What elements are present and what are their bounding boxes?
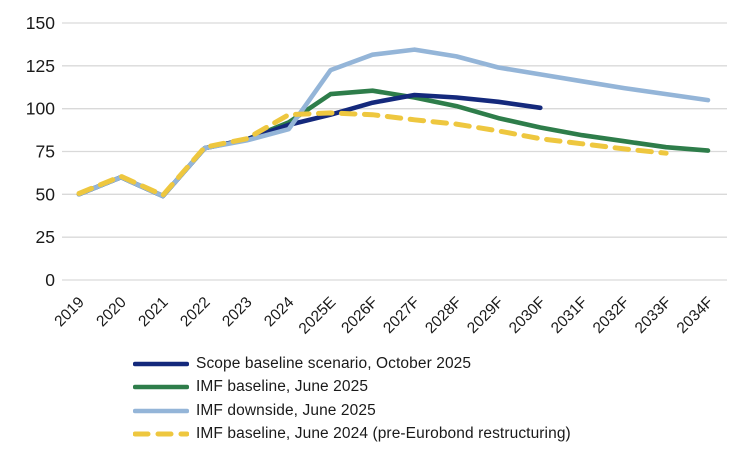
y-axis-tick-label: 150 [26,13,55,33]
legend-swatch-icon [133,384,189,390]
x-axis-tick-label: 2031F [548,294,591,337]
x-axis-tick-label: 2023 [219,294,255,330]
series-line-3 [76,110,669,198]
x-axis-tick-label: 2024 [261,294,298,331]
y-axis-tick-label: 125 [26,56,55,76]
legend-label: IMF baseline, June 2024 (pre-Eurobond re… [196,425,571,443]
x-axis-tick-label: 2021 [135,294,171,330]
legend-item-3: IMF baseline, June 2024 (pre-Eurobond re… [133,424,571,446]
x-axis-tick-label: 2019 [51,294,87,330]
legend-label: IMF downside, June 2025 [196,401,376,419]
chart-legend: Scope baseline scenario, October 2025 IMF… [133,353,571,445]
y-axis-tick-label: 100 [26,99,55,119]
x-axis-tick-label: 2020 [93,294,130,331]
legend-swatch-icon [133,361,189,367]
x-axis-tick-label: 2030F [506,294,549,337]
x-axis-tick-label: 2022 [177,294,213,330]
x-axis-tick-label: 2028F [422,294,465,337]
legend-swatch-icon [133,408,189,414]
legend-item-2: IMF downside, June 2025 [133,400,571,422]
y-axis-tick-label: 25 [36,227,55,247]
x-axis-tick-label: 2027F [380,294,423,337]
legend-item-1: IMF baseline, June 2025 [133,377,571,399]
x-axis-tick-label: 2033F [632,294,675,337]
x-axis-tick-label: 2026F [338,294,381,337]
legend-label: Scope baseline scenario, October 2025 [196,354,472,372]
x-axis-tick-label: 2034F [674,294,717,337]
x-axis-tick-label: 2025E [296,294,340,338]
y-axis-tick-label: 50 [36,184,56,204]
legend-swatch-icon [133,431,189,437]
y-axis-tick-label: 75 [36,142,55,162]
legend-label: IMF baseline, June 2025 [196,378,369,396]
y-axis-tick-label: 0 [45,270,55,290]
x-axis-tick-label: 2029F [464,294,507,337]
x-axis-tick-label: 2032F [590,294,633,337]
legend-item-0: Scope baseline scenario, October 2025 [133,353,571,375]
series-line-2 [76,47,711,199]
series-line-1 [76,88,711,199]
